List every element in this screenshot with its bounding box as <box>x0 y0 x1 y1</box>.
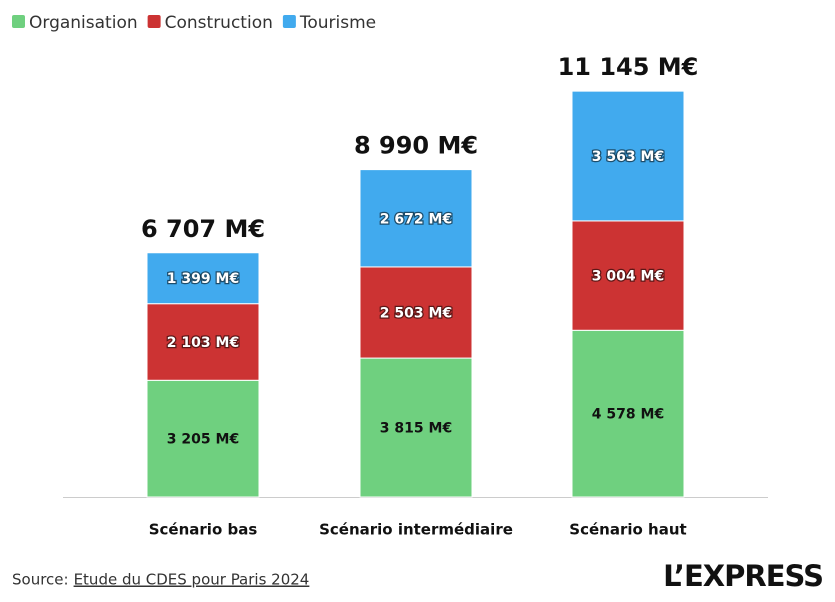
bar-segment <box>571 90 685 222</box>
value-label: 3 205 M€ <box>167 432 239 448</box>
value-label: 4 578 M€ <box>592 407 664 423</box>
bar-segment <box>359 266 473 359</box>
x-tick-label: Scénario haut <box>569 521 686 539</box>
bar-segment <box>146 303 260 381</box>
legend-swatch <box>12 15 25 28</box>
total-label: 6 707 M€ <box>141 215 265 243</box>
total-label: 8 990 M€ <box>354 132 478 160</box>
brand-logo: L’EXPRESS <box>663 559 823 593</box>
value-label: 2 103 M€ <box>167 335 239 351</box>
value-label: 2 672 M€ <box>380 211 452 227</box>
total-label: 11 145 M€ <box>558 53 699 81</box>
value-label: 1 399 M€ <box>167 271 239 287</box>
bar-segment <box>359 169 473 268</box>
value-label: 2 503 M€ <box>380 305 452 321</box>
source-link[interactable]: Etude du CDES pour Paris 2024 <box>74 571 310 589</box>
bar-segment <box>571 329 685 498</box>
legend-label: Tourisme <box>299 13 376 33</box>
bar-segment <box>571 220 685 331</box>
x-tick-label: Scénario bas <box>149 521 258 539</box>
bar-segment <box>359 357 473 498</box>
x-tick-label: Scénario intermédiaire <box>319 521 513 539</box>
bar-segment <box>146 379 260 498</box>
value-label: 3 563 M€ <box>592 149 664 165</box>
value-label: 3 815 M€ <box>380 421 452 437</box>
value-label: 3 004 M€ <box>592 269 664 285</box>
legend-label: Construction <box>165 13 273 33</box>
legend-swatch <box>282 15 296 28</box>
legend-label: Organisation <box>29 13 138 33</box>
bar-segment <box>146 252 260 305</box>
legend-swatch <box>147 15 161 28</box>
source-label: Source: <box>12 571 69 589</box>
